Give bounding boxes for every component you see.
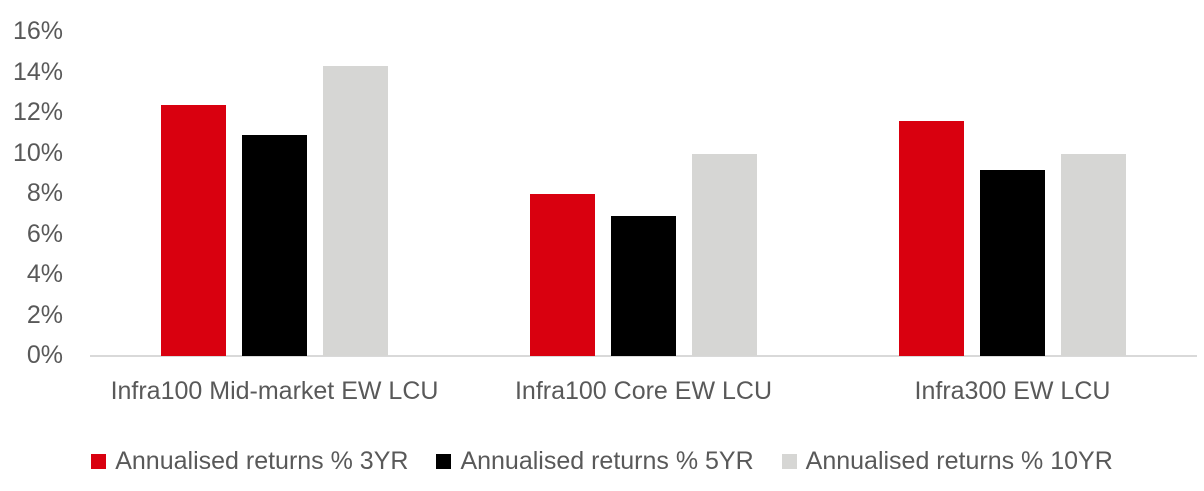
y-axis-tick-label: 6% (26, 219, 63, 248)
bar-10yr (692, 153, 757, 356)
x-axis-line (90, 355, 1197, 357)
bar-3yr (161, 104, 226, 356)
bar-3yr (530, 194, 595, 356)
legend-label: Annualised returns % 5YR (460, 447, 754, 475)
y-axis-tick-label: 0% (26, 341, 63, 369)
category-label: Infra100 Mid-market EW LCU (110, 377, 439, 405)
y-axis-tick-label: 16% (12, 17, 63, 45)
legend-swatch-icon (91, 453, 107, 469)
legend-item: Annualised returns % 3YR (91, 447, 408, 475)
legend-item: Annualised returns % 5YR (436, 447, 754, 475)
bar-10yr (1061, 153, 1126, 356)
bar-5yr (611, 216, 676, 356)
legend-item: Annualised returns % 10YR (781, 447, 1113, 475)
legend-label: Annualised returns % 3YR (115, 447, 409, 475)
y-axis-tick-label: 14% (12, 57, 63, 86)
y-axis-tick-label: 12% (12, 98, 63, 126)
bar-5yr (980, 169, 1045, 356)
bar-5yr (242, 135, 307, 356)
legend-swatch-icon (436, 453, 452, 469)
legend-label: Annualised returns % 10YR (805, 447, 1113, 475)
category-label: Infra100 Core EW LCU (514, 377, 773, 405)
y-axis-tick-label: 8% (26, 179, 63, 207)
bar-10yr (323, 66, 388, 356)
bar-3yr (899, 121, 964, 356)
y-axis-tick-label: 2% (26, 300, 63, 329)
y-axis-tick-label: 4% (26, 260, 63, 288)
legend: Annualised returns % 3YR Annualised retur… (0, 447, 1204, 475)
category-label: Infra300 EW LCU (914, 377, 1111, 405)
y-axis-tick-label: 10% (12, 138, 63, 167)
legend-swatch-icon (781, 453, 797, 469)
